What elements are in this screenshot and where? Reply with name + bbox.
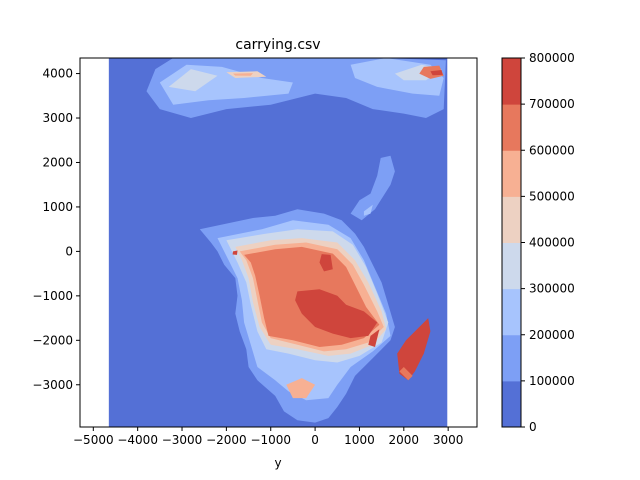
colorbar-band-7 xyxy=(502,58,521,105)
contour-region-8 xyxy=(430,70,443,76)
colorbar-band-2 xyxy=(502,288,521,336)
contour-region-17 xyxy=(295,289,378,339)
colorbar: 0 100000 200000 300000 400000 500000 600000 700… xyxy=(501,51,575,434)
y-tick-label: 4000 xyxy=(42,67,73,81)
contour-region-18 xyxy=(319,254,333,272)
colorbar-tick-label: 500000 xyxy=(529,189,575,203)
colorbar-tick-label: 800000 xyxy=(529,51,575,65)
x-tick-label: 2000 xyxy=(389,433,420,447)
x-tick-label: −5000 xyxy=(73,433,114,447)
y-axis: −3000 −2000 −1000 0 1000 2000 3000 4000 xyxy=(32,67,80,392)
x-tick-label: −3000 xyxy=(162,433,203,447)
contour-region-20 xyxy=(286,378,316,399)
colorbar-tick-label: 400000 xyxy=(529,236,575,250)
chart-title: carrying.csv xyxy=(235,37,320,53)
x-axis: −5000 −4000 −3000 −2000 −1000 0 1000 2000 3000 xyxy=(73,427,463,447)
y-tick-label: 2000 xyxy=(42,155,73,169)
x-tick-label: 0 xyxy=(311,433,319,447)
x-tick-label: −1000 xyxy=(250,433,291,447)
colorbar-band-5 xyxy=(502,150,521,197)
contour-region-5 xyxy=(233,73,253,76)
y-tick-label: −1000 xyxy=(32,289,73,303)
y-tick-label: 0 xyxy=(65,244,73,258)
x-tick-label: 3000 xyxy=(433,433,464,447)
y-tick-label: −2000 xyxy=(32,333,73,347)
colorbar-tick-label: 600000 xyxy=(529,143,575,157)
colorbar-tick-label: 700000 xyxy=(529,97,575,111)
colorbar-band-6 xyxy=(502,104,521,151)
x-tick-label: 1000 xyxy=(344,433,375,447)
contour-region-23 xyxy=(399,367,413,381)
contour-region-9 xyxy=(350,155,395,221)
axes-frame xyxy=(79,57,478,428)
contour-region-22 xyxy=(397,318,431,381)
x-tick-label: −2000 xyxy=(206,433,247,447)
colorbar-tick-label: 0 xyxy=(529,420,537,434)
colorbar-tick-label: 100000 xyxy=(529,374,575,388)
colorbar-tick-label: 200000 xyxy=(529,328,575,342)
plot-area xyxy=(108,58,448,427)
x-axis-label: y xyxy=(274,456,281,470)
colorbar-tick-label: 300000 xyxy=(529,282,575,296)
contour-region-21 xyxy=(232,250,238,255)
contour-region-3 xyxy=(168,69,218,92)
contour-region-10 xyxy=(363,204,373,216)
colorbar-band-1 xyxy=(502,334,521,382)
colorbar-band-4 xyxy=(502,196,521,243)
colorbar-band-3 xyxy=(502,242,521,290)
y-tick-label: 1000 xyxy=(42,200,73,214)
contour-region-19 xyxy=(368,329,380,347)
colorbar-band-0 xyxy=(502,380,521,428)
y-tick-label: −3000 xyxy=(32,378,73,392)
x-tick-label: −4000 xyxy=(117,433,158,447)
y-tick-label: 3000 xyxy=(42,111,73,125)
